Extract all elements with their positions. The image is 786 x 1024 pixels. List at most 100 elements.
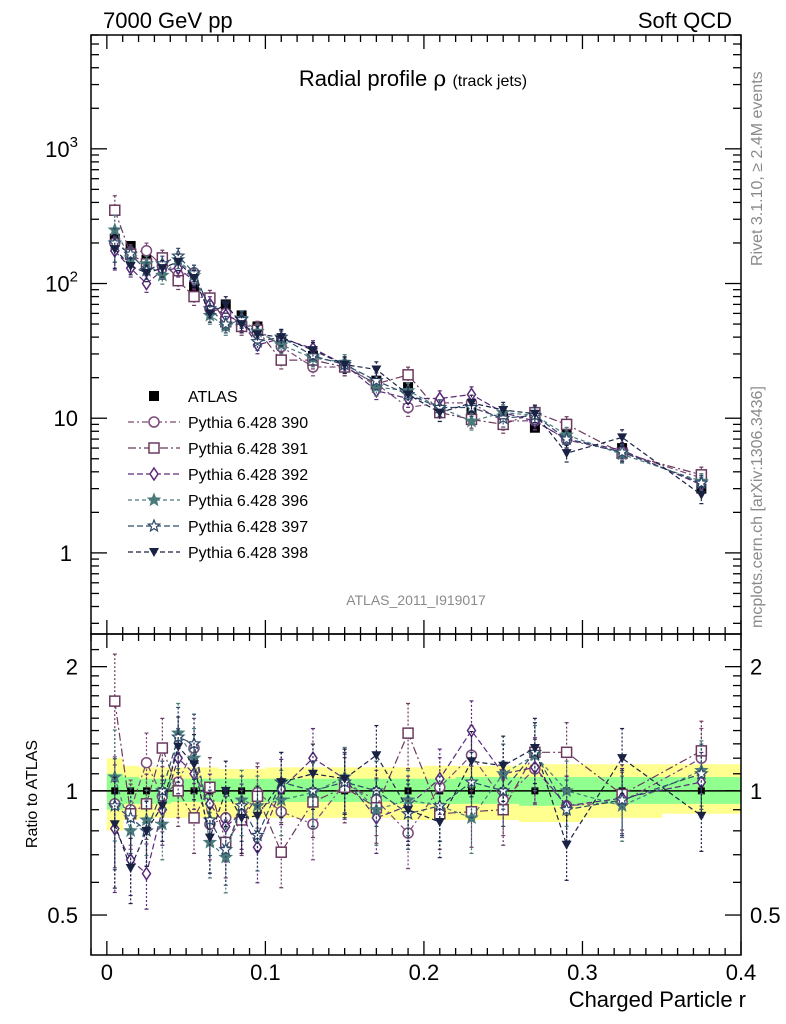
ratio-point-pythia-6-428-391-10: [275, 846, 287, 858]
ratio-point-pythia-6-428-398-13: [371, 751, 382, 761]
x-tick-label-4: 0.4: [726, 960, 757, 985]
ratio-point-pythia-6-428-398-20: [617, 754, 628, 764]
point-pythia-6-428-398-20: [617, 433, 628, 443]
legend-item-pythia-6-428-396: Pythia 6.428 396: [128, 492, 308, 510]
ratio-point-pythia-6-428-398-9: [252, 811, 263, 821]
y-tick-label-1e3: 103: [45, 134, 78, 162]
legend-item-pythia-6-428-390: Pythia 6.428 390: [128, 415, 308, 432]
ratio-point-pythia-6-428-398-19: [561, 840, 572, 850]
ratio-line-pythia-6-428-391: [114, 701, 702, 854]
point-pythia-6-428-398-7: [220, 300, 231, 310]
ratio-y-tick-label-left-0: 0.5: [47, 903, 78, 928]
ratio-point-pythia-6-428-397-20: [614, 792, 630, 807]
ratio-line-pythia-6-428-398: [114, 745, 702, 870]
point-pythia-6-428-398-16: [466, 398, 477, 408]
ratio-y-tick-label-right-1: 1: [750, 779, 762, 804]
watermark: ATLAS_2011_I919017: [346, 592, 486, 608]
ratio-point-pythia-6-428-390-2: [140, 756, 153, 769]
point-pythia-6-428-397-20: [614, 444, 630, 459]
series-line-pythia-6-428-390: [114, 242, 702, 479]
ratio-point-pythia-6-428-398-15: [434, 818, 445, 828]
point-pythia-6-428-398-2: [141, 268, 152, 278]
point-pythia-6-428-397-21: [694, 475, 709, 490]
legend-label-pythia-6-428-396: Pythia 6.428 396: [188, 493, 308, 510]
ratio-point-pythia-6-428-398-8: [236, 813, 247, 823]
legend-marker-pythia-6-428-397: [146, 518, 162, 533]
point-pythia-6-428-398-14: [403, 390, 414, 400]
ratio-y-tick-label-right-0: 0.5: [750, 903, 781, 928]
ratio-point-pythia-6-428-397-21: [694, 766, 709, 780]
x-axis-label: Charged Particle r: [569, 987, 746, 1012]
ratio-ylabel: Ratio to ATLAS: [24, 740, 41, 848]
point-pythia-6-428-390-2: [140, 245, 153, 257]
series-line-pythia-6-428-397: [114, 242, 702, 484]
ratio-point-pythia-6-428-398-14: [403, 805, 414, 815]
point-pythia-6-428-397-7: [218, 316, 234, 331]
point-pythia-6-428-396-3: [155, 267, 170, 282]
legend-label-pythia-6-428-391: Pythia 6.428 391: [188, 441, 308, 458]
ratio-line-pythia-6-428-390: [114, 746, 702, 835]
ratio-atlas-point-1: [127, 787, 135, 795]
ratio-point-pythia-6-428-398-5: [189, 760, 200, 770]
point-pythia-6-428-398-1: [125, 261, 136, 271]
ratio-point-pythia-6-428-398-16: [466, 757, 477, 767]
header-right: Soft QCD: [638, 8, 732, 33]
title-suffix: (track jets): [452, 73, 527, 90]
ratio-point-pythia-6-428-396-14: [400, 792, 416, 807]
ratio-point-pythia-6-428-397-4: [170, 729, 186, 744]
point-pythia-6-428-391-10: [275, 354, 287, 366]
point-pythia-6-428-398-10: [276, 333, 287, 343]
side-label-bottom: mcplots.cern.ch [arXiv:1306.3436]: [749, 386, 766, 628]
header-left: 7000 GeV pp: [103, 8, 233, 33]
legend-label-pythia-6-428-397: Pythia 6.428 397: [188, 519, 308, 536]
point-pythia-6-428-392-2: [141, 276, 152, 291]
point-pythia-6-428-398-12: [339, 360, 350, 370]
point-pythia-6-428-396-16: [464, 413, 479, 428]
point-pythia-6-428-398-6: [204, 309, 215, 319]
legend-marker-pythia-6-428-396: [146, 492, 162, 507]
x-tick-label-1: 0.1: [250, 960, 281, 985]
ratio-point-pythia-6-428-398-6: [204, 833, 215, 843]
point-pythia-6-428-398-11: [307, 346, 318, 356]
y-tick-label-1: 1: [60, 541, 72, 566]
legend-marker-pythia-6-428-392: [149, 466, 159, 482]
main-series: [107, 195, 709, 505]
ratio-y-tick-label-right-2: 2: [750, 655, 762, 680]
ratio-point-pythia-6-428-391-14: [402, 727, 414, 739]
legend-marker-atlas: [149, 391, 159, 401]
legend-item-pythia-6-428-392: Pythia 6.428 392: [128, 466, 308, 484]
ratio-point-pythia-6-428-391-19: [560, 746, 573, 759]
series-line-pythia-6-428-396: [114, 229, 702, 482]
point-pythia-6-428-391-0: [109, 204, 121, 216]
point-pythia-6-428-397-13: [369, 373, 384, 387]
point-pythia-6-428-398-18: [529, 409, 540, 419]
title-text: Radial profile: [299, 66, 427, 91]
main-axes: 1 10 102 103: [45, 34, 742, 634]
legend-item-atlas: ATLAS: [149, 389, 238, 406]
x-tick-label-0: 0: [101, 960, 113, 985]
ratio-point-pythia-6-428-391-4: [172, 785, 184, 797]
legend-label-pythia-6-428-390: Pythia 6.428 390: [188, 415, 308, 432]
point-pythia-6-428-397-9: [250, 334, 265, 348]
ratio-series: [107, 653, 709, 910]
ratio-point-pythia-6-428-391-3: [156, 742, 169, 754]
ratio-line-pythia-6-428-396: [114, 731, 702, 859]
point-pythia-6-428-397-1: [123, 246, 138, 261]
series-line-pythia-6-428-392: [114, 250, 702, 486]
ratio-series-pythia-6-428-398: [109, 716, 707, 905]
x-tick-label-3: 0.3: [567, 960, 598, 985]
ratio-point-pythia-6-428-391-5: [188, 812, 200, 824]
ratio-point-pythia-6-428-398-21: [696, 811, 707, 821]
ratio-point-pythia-6-428-398-1: [125, 864, 136, 874]
ratio-point-pythia-6-428-396-10: [273, 792, 289, 807]
ratio-line-pythia-6-428-392: [114, 729, 702, 875]
ratio-point-pythia-6-428-398-0: [109, 820, 120, 830]
point-pythia-6-428-391-14: [402, 369, 414, 381]
point-pythia-6-428-398-13: [371, 365, 382, 375]
ratio-point-pythia-6-428-397-7: [218, 842, 234, 856]
ratio-point-pythia-6-428-398-7: [220, 786, 231, 796]
ratio-point-pythia-6-428-398-10: [276, 778, 287, 788]
ratio-point-pythia-6-428-396-13: [369, 802, 384, 816]
